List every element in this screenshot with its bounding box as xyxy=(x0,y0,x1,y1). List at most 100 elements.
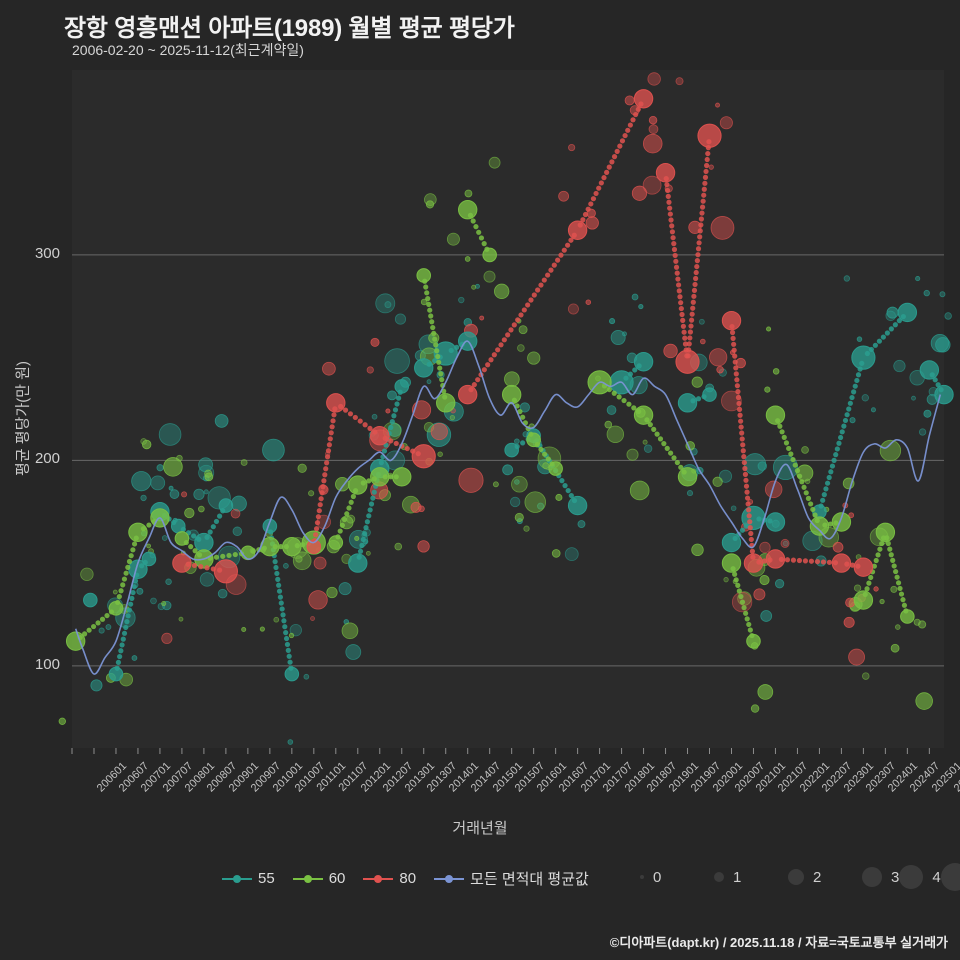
connector-dot xyxy=(392,407,399,413)
legend-item-80[interactable]: 80 xyxy=(363,870,416,887)
series-marker[interactable] xyxy=(328,535,344,550)
series-marker[interactable] xyxy=(900,609,915,624)
series-marker[interactable] xyxy=(831,512,852,532)
data-bubble xyxy=(169,489,180,499)
connector-dot xyxy=(680,317,686,323)
series-marker[interactable] xyxy=(567,220,588,240)
legend-item-60[interactable]: 60 xyxy=(292,870,345,887)
connector-dot xyxy=(593,190,599,197)
data-bubble xyxy=(551,549,561,558)
series-marker[interactable] xyxy=(501,384,522,405)
series-marker[interactable] xyxy=(83,592,98,608)
series-marker[interactable] xyxy=(721,532,742,553)
series-marker[interactable] xyxy=(721,310,742,331)
series-marker[interactable] xyxy=(567,495,588,516)
series-marker[interactable] xyxy=(897,302,918,323)
connector-dot xyxy=(744,489,750,495)
series-marker[interactable] xyxy=(919,360,940,380)
series-marker[interactable] xyxy=(853,590,874,610)
series-marker[interactable] xyxy=(482,247,497,263)
series-marker[interactable] xyxy=(526,432,541,448)
data-bubble xyxy=(292,551,312,571)
series-marker[interactable] xyxy=(284,666,300,682)
connector-dot xyxy=(692,281,698,288)
series-marker[interactable] xyxy=(392,467,412,487)
series-marker[interactable] xyxy=(743,553,764,573)
data-bubble xyxy=(58,717,66,725)
series-marker[interactable] xyxy=(436,393,456,413)
series-marker[interactable] xyxy=(504,442,519,458)
series-marker[interactable] xyxy=(411,444,436,469)
series-marker[interactable] xyxy=(394,379,410,394)
data-bubble xyxy=(289,623,302,637)
connector-dot xyxy=(278,600,284,606)
connector-dot xyxy=(99,616,106,622)
series-marker[interactable] xyxy=(141,551,157,567)
series-marker[interactable] xyxy=(108,600,124,616)
series-marker[interactable] xyxy=(746,633,761,649)
series-marker[interactable] xyxy=(282,536,302,557)
series-marker[interactable] xyxy=(765,405,786,425)
series-marker[interactable] xyxy=(348,553,368,573)
series-marker[interactable] xyxy=(765,549,786,569)
series-marker[interactable] xyxy=(174,531,190,546)
series-marker[interactable] xyxy=(721,553,742,573)
series-marker[interactable] xyxy=(702,387,717,402)
legend-item-모든 면적대 평균값[interactable]: 모든 면적대 평균값 xyxy=(434,868,589,889)
series-marker[interactable] xyxy=(633,352,654,372)
series-marker[interactable] xyxy=(675,349,700,374)
series-marker[interactable] xyxy=(65,631,86,651)
series-marker[interactable] xyxy=(306,539,322,554)
connector-dot xyxy=(363,525,369,531)
series-marker[interactable] xyxy=(548,461,563,476)
series-marker[interactable] xyxy=(934,384,954,405)
connector-dot xyxy=(423,284,429,290)
series-marker[interactable] xyxy=(416,268,432,283)
connector-dot xyxy=(434,348,440,354)
connector-dot xyxy=(799,479,805,485)
data-bubble xyxy=(387,390,397,401)
series-marker[interactable] xyxy=(677,467,698,487)
series-marker[interactable] xyxy=(370,467,390,487)
connector-dot xyxy=(473,224,479,230)
legend-item-55[interactable]: 55 xyxy=(222,870,275,887)
series-marker[interactable] xyxy=(457,200,478,220)
series-marker[interactable] xyxy=(677,393,698,413)
series-marker[interactable] xyxy=(108,666,124,682)
series-marker[interactable] xyxy=(633,89,654,109)
series-marker[interactable] xyxy=(194,532,214,553)
connector-dot xyxy=(117,653,123,660)
data-bubble xyxy=(715,102,721,108)
connector-dot xyxy=(741,454,747,460)
series-marker[interactable] xyxy=(655,163,676,183)
data-bubble xyxy=(700,338,706,345)
data-bubble xyxy=(313,556,327,570)
series-marker[interactable] xyxy=(170,518,186,534)
series-marker[interactable] xyxy=(348,475,368,495)
connector-dot xyxy=(508,327,514,333)
series-marker[interactable] xyxy=(853,557,874,577)
series-marker[interactable] xyxy=(326,393,346,413)
series-marker[interactable] xyxy=(370,426,390,446)
connector-dot xyxy=(191,562,198,569)
connector-dot xyxy=(283,635,290,642)
series-marker[interactable] xyxy=(697,123,722,148)
series-marker[interactable] xyxy=(414,358,434,378)
series-marker[interactable] xyxy=(128,522,148,542)
series-marker[interactable] xyxy=(633,405,654,425)
connector-dot xyxy=(690,305,696,311)
y-axis-title: 평균 평당가(만 원) xyxy=(14,361,32,476)
series-marker[interactable] xyxy=(765,512,786,532)
series-marker[interactable] xyxy=(172,553,192,573)
series-marker[interactable] xyxy=(218,498,234,513)
series-marker[interactable] xyxy=(809,516,830,536)
series-marker[interactable] xyxy=(457,384,478,405)
connector-dot xyxy=(350,493,356,500)
series-marker[interactable] xyxy=(851,345,876,370)
series-marker[interactable] xyxy=(433,341,458,366)
legend-label: 80 xyxy=(399,870,417,887)
series-marker[interactable] xyxy=(213,559,238,584)
series-marker[interactable] xyxy=(875,522,896,542)
series-marker[interactable] xyxy=(831,553,852,573)
connector-dot xyxy=(318,496,324,502)
